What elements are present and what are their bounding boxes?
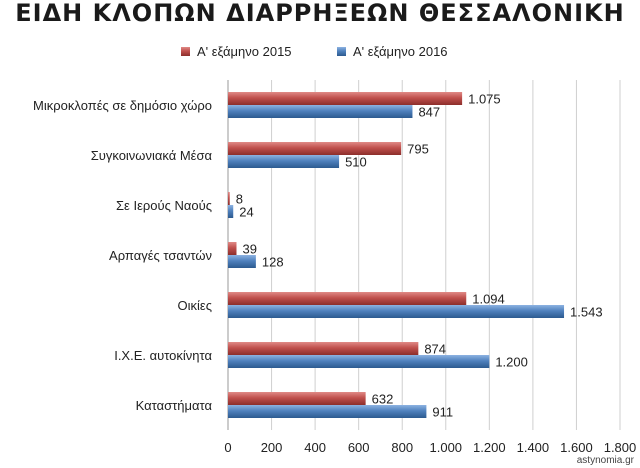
bar: [228, 392, 366, 405]
grid-lines: [227, 80, 621, 430]
bar: [228, 342, 419, 355]
bar: [228, 205, 234, 218]
legend: Α' εξάμηνο 2015 Α' εξάμηνο 2016: [181, 44, 448, 59]
category-label: Σε Ιερούς Ναούς: [116, 198, 212, 213]
data-label: 874: [424, 342, 446, 357]
data-label: 1.094: [472, 292, 505, 307]
bar: [228, 92, 463, 105]
bar: [228, 242, 237, 255]
x-tick-label: 0: [224, 440, 231, 455]
data-label: 1.200: [495, 355, 528, 370]
bar: [228, 292, 467, 305]
x-tick-label: 800: [391, 440, 413, 455]
watermark: astynomia.gr: [576, 455, 634, 466]
data-label: 847: [418, 105, 440, 120]
legend-swatch: [337, 47, 346, 56]
x-tick-label: 400: [304, 440, 326, 455]
data-label: 39: [242, 242, 256, 257]
legend-swatch: [181, 47, 190, 56]
data-label: 1.543: [570, 305, 603, 320]
x-tick-label: 1.000: [430, 440, 463, 455]
bar: [228, 255, 256, 268]
category-label: Οικίες: [178, 298, 212, 313]
bar: [228, 192, 230, 205]
legend-label: Α' εξάμηνο 2015: [197, 44, 292, 59]
data-label: 795: [407, 142, 429, 157]
x-tick-label: 600: [348, 440, 370, 455]
data-label: 510: [345, 155, 367, 170]
x-tick-label: 1.400: [517, 440, 550, 455]
x-tick-label: 1.200: [473, 440, 506, 455]
legend-label: Α' εξάμηνο 2016: [353, 44, 448, 59]
data-label: 911: [432, 405, 453, 420]
bar: [228, 105, 413, 118]
data-label: 632: [372, 392, 394, 407]
x-tick-label: 200: [261, 440, 283, 455]
category-label: Αρπαγές τσαντών: [109, 248, 212, 263]
bar: [228, 142, 402, 155]
bar: [228, 305, 565, 318]
bar: [228, 355, 490, 368]
data-label: 1.075: [468, 92, 501, 107]
category-label: Συγκοινωνιακά Μέσα: [91, 148, 213, 163]
category-label: Μικροκλοπές σε δημόσιο χώρο: [33, 98, 212, 113]
data-label: 128: [262, 255, 284, 270]
category-labels: Μικροκλοπές σε δημόσιο χώρο Συγκοινωνιακά…: [33, 98, 212, 413]
x-axis-ticks: 0 200 400 600 800 1.000 1.200 1.400 1.600 1.800: [224, 440, 636, 455]
bar: [228, 405, 427, 418]
bars: 1.075 847 795 510 824 39 128 1.094 1.543 874 1.200…: [228, 92, 603, 420]
category-label: Καταστήματα: [136, 398, 213, 413]
data-label: 8: [236, 192, 243, 207]
x-tick-label: 1.600: [560, 440, 593, 455]
bar: [228, 155, 340, 168]
chart-title: ΕΙΔΗ ΚΛΟΠΩΝ ΔΙΑΡΡΗΞΕΩΝ ΘΕΣΣΑΛΟΝΙΚΗ: [15, 0, 625, 27]
x-tick-label: 1.800: [604, 440, 637, 455]
data-label: 24: [239, 205, 253, 220]
category-label: Ι.Χ.Ε. αυτοκίνητα: [114, 348, 212, 363]
